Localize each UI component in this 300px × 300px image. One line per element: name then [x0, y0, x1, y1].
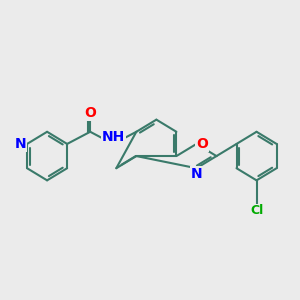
Text: N: N	[190, 167, 202, 181]
Text: Cl: Cl	[250, 204, 263, 217]
Text: NH: NH	[102, 130, 125, 144]
Text: O: O	[196, 137, 208, 151]
Text: N: N	[15, 137, 26, 151]
Text: O: O	[84, 106, 96, 120]
